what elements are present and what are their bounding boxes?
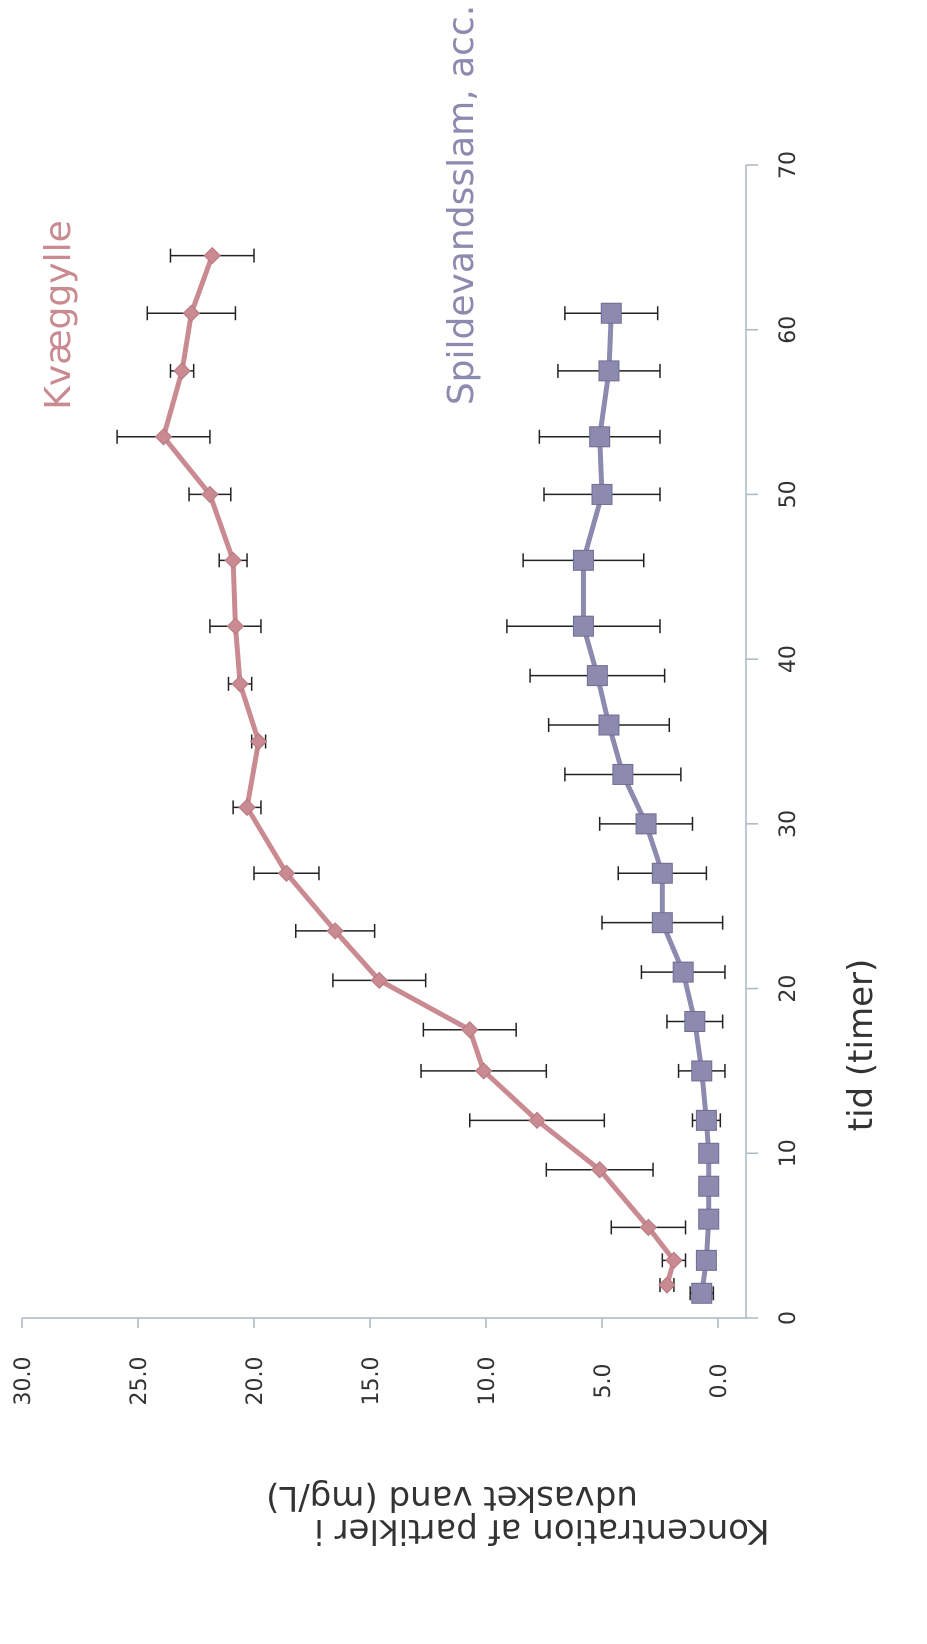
y-tick-label-20.0: 20.0 bbox=[243, 1357, 268, 1406]
data-point bbox=[599, 361, 619, 381]
labels: tid (timer) Koncentration af partikler i… bbox=[266, 959, 881, 1551]
y-tick-label-0.0: 0.0 bbox=[707, 1364, 732, 1399]
y-axis-title-line-2: udvasket vand (mg/L) bbox=[266, 1478, 638, 1518]
data-point bbox=[183, 305, 199, 321]
x-axis-title: tid (timer) bbox=[841, 959, 881, 1132]
data-point bbox=[692, 1283, 712, 1303]
series-0: Kvæggylle bbox=[38, 220, 686, 1293]
data-point bbox=[592, 484, 612, 504]
data-point bbox=[204, 248, 220, 264]
data-point bbox=[174, 363, 190, 379]
x-tick-label-40: 40 bbox=[776, 645, 801, 673]
data-point bbox=[225, 552, 241, 568]
data-point bbox=[590, 427, 610, 447]
data-point bbox=[587, 666, 607, 686]
data-point bbox=[699, 1143, 719, 1163]
series-line bbox=[583, 313, 708, 1293]
series-line bbox=[164, 256, 674, 1285]
plot-area: Kvæggylle Spildevandsslam, acc. bbox=[38, 5, 725, 1303]
x-tick-label-70: 70 bbox=[776, 151, 801, 179]
series-label-1: Spildevandsslam, acc. bbox=[441, 5, 482, 405]
data-point bbox=[673, 962, 693, 982]
data-point bbox=[659, 1277, 675, 1293]
series-label-0: Kvæggylle bbox=[38, 220, 79, 409]
x-tick-label-60: 60 bbox=[776, 316, 801, 344]
data-point bbox=[692, 1061, 712, 1081]
data-point bbox=[601, 303, 621, 323]
series-1: Spildevandsslam, acc. bbox=[441, 5, 725, 1303]
data-point bbox=[251, 734, 267, 750]
y-tick-label-25.0: 25.0 bbox=[127, 1357, 152, 1406]
data-point bbox=[573, 616, 593, 636]
data-point bbox=[696, 1250, 716, 1270]
y-tick-label-10.0: 10.0 bbox=[475, 1357, 500, 1406]
data-point bbox=[685, 1012, 705, 1032]
y-tick-label-15.0: 15.0 bbox=[359, 1357, 384, 1406]
data-point bbox=[227, 618, 243, 634]
x-tick-label-0: 0 bbox=[776, 1311, 801, 1325]
x-tick-label-50: 50 bbox=[776, 480, 801, 508]
y-tick-label-5.0: 5.0 bbox=[591, 1364, 616, 1399]
x-tick-label-20: 20 bbox=[776, 975, 801, 1003]
y-tick-label-30.0: 30.0 bbox=[11, 1357, 36, 1406]
data-point bbox=[636, 814, 656, 834]
data-point bbox=[573, 550, 593, 570]
data-point bbox=[652, 863, 672, 883]
x-tick-label-30: 30 bbox=[776, 810, 801, 838]
x-tick-label-10: 10 bbox=[776, 1139, 801, 1167]
data-point bbox=[599, 715, 619, 735]
data-point bbox=[699, 1209, 719, 1229]
data-point bbox=[696, 1110, 716, 1130]
axes: 0 10 20 30 40 50 60 70 0.0 5.0 10.0 15.0 20.0 25.0 30.… bbox=[11, 151, 801, 1405]
data-point bbox=[232, 676, 248, 692]
data-point bbox=[613, 764, 633, 784]
data-point bbox=[652, 913, 672, 933]
data-point bbox=[699, 1176, 719, 1196]
